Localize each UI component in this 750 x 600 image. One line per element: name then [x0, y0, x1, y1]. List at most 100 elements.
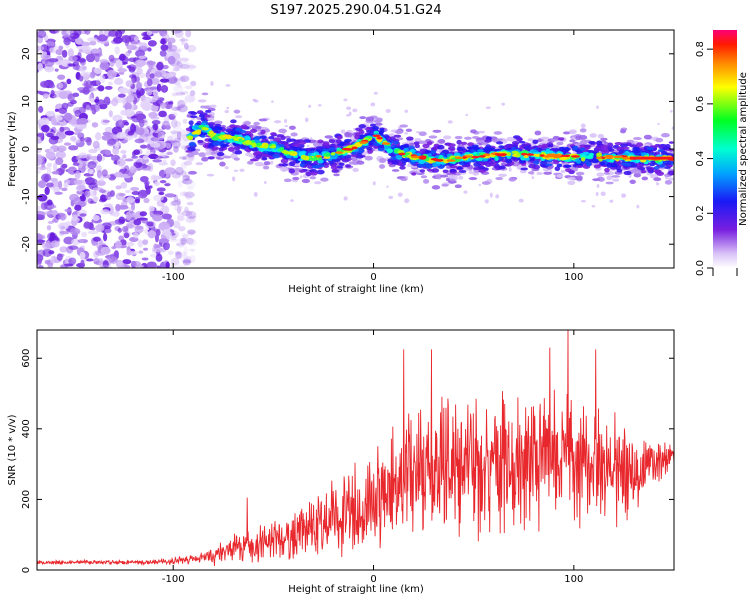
- spectrogram-ridge-blob: [417, 140, 427, 145]
- spectrogram-ridge-blob: [533, 160, 540, 165]
- spectrogram-noise-blob: [177, 99, 186, 109]
- spectrogram-ridge-blob: [464, 136, 472, 140]
- spectrogram-noise-blob: [175, 106, 180, 111]
- spectrogram-noise-blob: [123, 232, 130, 239]
- spectrogram-ridge-blob: [623, 170, 632, 176]
- spectrogram-noise-blob: [161, 228, 171, 237]
- spectrogram-noise-blob: [74, 204, 82, 211]
- spectrogram-noise-blob: [147, 60, 154, 69]
- spectrogram-noise-blob: [182, 156, 187, 161]
- spectrogram-noise-blob: [182, 191, 188, 196]
- spectrogram-ridge-blob: [258, 118, 268, 122]
- spectrogram-noise-blob: [150, 142, 161, 148]
- spectrogram-ridge-blob: [388, 164, 396, 168]
- spectrogram-noise-blob: [98, 198, 107, 203]
- spectrogram-noise-blob: [116, 158, 126, 167]
- spectrogram-ridge-blob: [420, 175, 428, 179]
- spectrogram-scatter-dot: [591, 204, 596, 208]
- spectrogram-noise-blob: [68, 119, 77, 125]
- spectrogram-noise-blob: [178, 264, 187, 268]
- spectrogram-noise-blob: [69, 32, 80, 39]
- spectrogram-noise-blob: [38, 265, 44, 268]
- spectrogram-ridge-blob: [579, 147, 586, 152]
- spectrogram-y-tick-label: 20: [21, 47, 32, 60]
- spectrogram-ridge-blob: [433, 143, 440, 147]
- spectrogram-noise-blob: [38, 105, 44, 113]
- spectrogram-noise-blob: [174, 166, 184, 176]
- spectrogram-noise-blob: [39, 117, 50, 127]
- spectrogram-peak-blob: [613, 155, 623, 159]
- spectrogram-ridge-blob: [437, 138, 446, 144]
- spectrogram-noise-blob: [174, 137, 182, 143]
- spectrogram-scatter-dot: [508, 167, 512, 172]
- spectrogram-ridge-blob: [478, 130, 485, 134]
- spectrogram-noise-blob: [145, 89, 153, 96]
- spectrogram-ridge-blob: [373, 142, 381, 147]
- spectrogram-noise-blob: [122, 225, 129, 233]
- snr-y-tick-label: 400: [21, 419, 32, 438]
- spectrogram-noise-blob: [71, 214, 78, 222]
- spectrogram-ridge-blob: [442, 149, 450, 154]
- spectrogram-noise-blob: [104, 228, 112, 234]
- spectrogram-noise-blob: [156, 61, 164, 71]
- spectrogram-noise-blob: [160, 102, 167, 109]
- spectrogram-noise-blob: [185, 210, 197, 219]
- spectrogram-noise-blob: [75, 124, 87, 130]
- spectrogram-scatter-dot: [404, 132, 409, 135]
- spectrogram-peak-blob: [596, 156, 603, 160]
- spectrogram-ridge-blob: [339, 141, 346, 147]
- spectrogram-noise-blob: [171, 48, 182, 54]
- spectrogram-ridge-blob: [188, 141, 197, 147]
- spectrogram-ridge-blob: [314, 181, 322, 185]
- spectrogram-noise-blob: [129, 219, 135, 225]
- spectrogram-ridge-blob: [219, 161, 226, 167]
- spectrogram-noise-blob: [171, 47, 182, 52]
- spectrogram-noise-blob: [178, 156, 187, 160]
- spectrogram-noise-blob: [68, 63, 76, 67]
- spectrogram-ridge-blob: [197, 139, 204, 144]
- spectrogram-noise-blob: [138, 250, 144, 254]
- spectrogram-ridge-blob: [640, 170, 647, 174]
- spectrogram-ridge-blob: [600, 144, 609, 150]
- spectrogram-ridge-blob: [649, 162, 656, 167]
- spectrogram-ridge-blob: [665, 162, 672, 166]
- spectrogram-noise-blob: [169, 200, 178, 207]
- spectrogram-noise-blob: [59, 246, 68, 253]
- spectrogram-noise-blob: [154, 71, 163, 78]
- spectrogram-noise-blob: [182, 98, 188, 105]
- spectrogram-noise-blob: [88, 148, 98, 154]
- spectrogram-ridge-blob: [331, 169, 339, 173]
- spectrogram-noise-blob: [37, 214, 45, 220]
- spectrogram-noise-blob: [124, 102, 132, 111]
- spectrogram-ridge-blob: [428, 135, 438, 139]
- spectrogram-ridge-blob: [574, 175, 583, 181]
- spectrogram-peak-blob: [410, 155, 421, 159]
- colorbar-tick-label: 0.4: [695, 151, 706, 167]
- spectrogram-noise-blob: [179, 237, 188, 242]
- spectrogram-noise-blob: [124, 189, 132, 194]
- spectrogram-noise-blob: [91, 227, 96, 231]
- spectrogram-noise-blob: [156, 83, 162, 92]
- spectrogram-noise-blob: [90, 104, 96, 111]
- spectrogram-noise-blob: [177, 240, 185, 249]
- spectrogram-ridge-blob: [258, 148, 264, 152]
- spectrogram-noise-blob: [173, 80, 181, 86]
- spectrogram-noise-blob: [174, 65, 181, 71]
- spectrogram-noise-blob: [99, 62, 110, 71]
- spectrogram-ridge-blob: [298, 141, 307, 145]
- spectrogram-noise-blob: [58, 45, 64, 50]
- spectrogram-noise-blob: [63, 37, 71, 46]
- spectrogram-scatter-dot: [352, 108, 358, 113]
- spectrogram-ridge-blob: [654, 169, 662, 174]
- spectrogram-noise-blob: [115, 30, 123, 39]
- spectrogram-ridge-blob: [391, 169, 400, 172]
- spectrogram-ridge-blob: [187, 136, 194, 141]
- spectrogram-scatter-dot: [463, 190, 468, 194]
- spectrogram-noise-blob: [180, 90, 189, 95]
- spectrogram-noise-blob: [172, 126, 183, 132]
- spectrogram-ridge-blob: [467, 142, 475, 147]
- spectrogram-ridge-blob: [255, 150, 262, 155]
- spectrogram-noise-blob: [74, 170, 81, 180]
- spectrogram-noise-blob: [122, 259, 132, 265]
- spectrogram-noise-blob: [112, 146, 120, 155]
